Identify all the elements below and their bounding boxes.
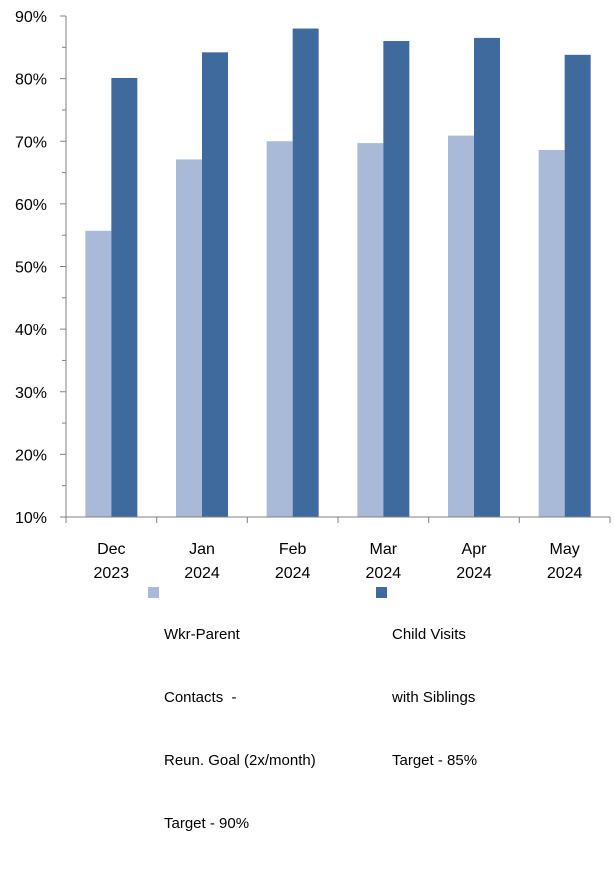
x-tick-label: 2024 bbox=[456, 565, 492, 582]
x-ticks-group: Dec 2023 Jan 2024 Feb 2024 Mar 2024 Apr 2024 May 20… bbox=[65, 517, 611, 582]
x-tick-label: Apr bbox=[462, 541, 488, 558]
y-tick-label: 30% bbox=[15, 385, 47, 402]
bar-series-1-3 bbox=[357, 143, 384, 517]
legend-line: Contacts - bbox=[164, 689, 237, 706]
y-tick-label: 60% bbox=[15, 197, 47, 214]
bar-series-2-5 bbox=[564, 54, 591, 517]
y-ticks-group: 10% 20% 30% 40% 50% 60% 70% 80% 90% bbox=[15, 9, 66, 527]
legend-line: Wkr-Parent bbox=[164, 626, 240, 643]
y-tick-label: 80% bbox=[15, 72, 47, 89]
bar-series-1-5 bbox=[538, 150, 565, 517]
y-tick-label: 10% bbox=[15, 510, 47, 527]
legend-swatch-series-1 bbox=[148, 587, 159, 598]
bar-series-2-4 bbox=[474, 37, 500, 517]
legend-label-series-2: Child Visits with Siblings Target - 85% bbox=[392, 582, 477, 813]
legend-line: Reun. Goal (2x/month) bbox=[164, 752, 316, 769]
x-tick-label: 2023 bbox=[94, 565, 130, 582]
bar-series-2-0 bbox=[111, 77, 138, 517]
bars-group bbox=[85, 28, 591, 518]
x-tick-label: 2024 bbox=[547, 565, 583, 582]
x-tick-label: Jan bbox=[189, 541, 215, 558]
legend-label-series-1: Wkr-Parent Contacts - Reun. Goal (2x/mon… bbox=[164, 582, 316, 876]
legend-swatch-series-2 bbox=[376, 587, 387, 598]
legend-line: Target - 85% bbox=[392, 752, 478, 769]
x-tick-label: 2024 bbox=[366, 565, 402, 582]
x-tick-label: Feb bbox=[279, 541, 307, 558]
bar-series-1-4 bbox=[448, 135, 474, 517]
bar-series-2-2 bbox=[292, 28, 319, 518]
y-tick-label: 70% bbox=[15, 134, 47, 151]
legend-line: Child Visits bbox=[392, 626, 466, 643]
y-tick-label: 40% bbox=[15, 322, 47, 339]
bar-series-1-1 bbox=[176, 159, 202, 517]
bar-series-2-1 bbox=[202, 52, 228, 517]
legend-line: Target - 90% bbox=[164, 815, 250, 832]
y-tick-label: 50% bbox=[15, 260, 47, 277]
x-tick-label: Mar bbox=[370, 541, 398, 558]
bar-series-1-2 bbox=[266, 141, 293, 517]
y-tick-label: 90% bbox=[15, 9, 47, 26]
bar-series-1-0 bbox=[85, 230, 112, 517]
x-tick-label: Dec bbox=[97, 541, 125, 558]
bar-series-2-3 bbox=[383, 41, 410, 518]
legend-line: with Siblings bbox=[392, 689, 476, 706]
bar-chart: 10% 20% 30% 40% 50% 60% 70% 80% 90% Dec 2023 Jan 20… bbox=[15, 9, 611, 582]
y-tick-label: 20% bbox=[15, 447, 47, 464]
x-tick-label: 2024 bbox=[184, 565, 220, 582]
axes-group bbox=[65, 16, 610, 518]
x-tick-label: May bbox=[550, 541, 580, 558]
x-tick-label: 2024 bbox=[275, 565, 311, 582]
